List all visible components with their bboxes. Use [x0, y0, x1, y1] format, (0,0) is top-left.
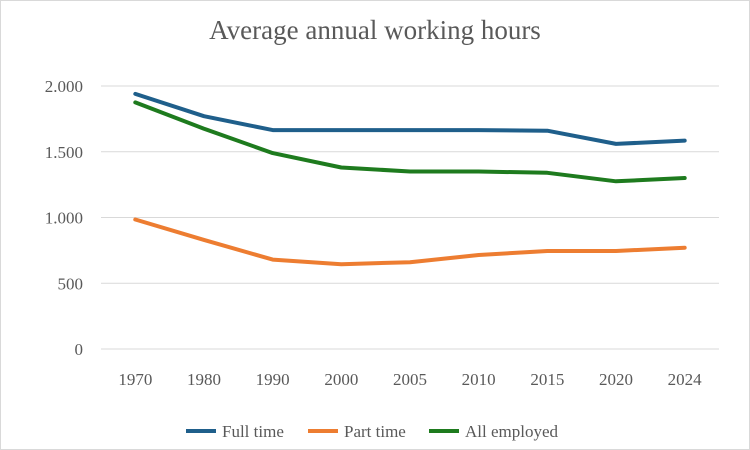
y-tick-label: 500 — [58, 274, 84, 293]
gridlines — [101, 85, 719, 350]
legend-item: All employed — [429, 422, 559, 441]
x-tick-label: 1980 — [187, 370, 221, 389]
y-tick-label: 1.000 — [45, 209, 83, 228]
x-tick-label: 2024 — [668, 370, 703, 389]
legend-item: Full time — [186, 422, 284, 441]
series-line-part-time — [133, 217, 687, 267]
x-tick-label: 2010 — [462, 370, 496, 389]
x-tick-label: 2000 — [324, 370, 358, 389]
x-tick-label: 2005 — [393, 370, 427, 389]
legend-item: Part time — [308, 422, 406, 441]
series-line-full-time — [133, 91, 687, 146]
chart-title: Average annual working hours — [209, 15, 541, 45]
y-axis-tick-labels: 0 500 1.000 1.500 2.000 — [45, 77, 83, 359]
legend: Full time Part time All employed — [186, 422, 559, 441]
y-tick-label: 2.000 — [45, 77, 83, 96]
x-tick-label: 1970 — [118, 370, 152, 389]
y-tick-label: 1.500 — [45, 143, 83, 162]
x-tick-label: 1990 — [256, 370, 290, 389]
y-tick-label: 0 — [75, 340, 84, 359]
legend-label: Part time — [344, 422, 406, 441]
legend-label: Full time — [222, 422, 284, 441]
x-tick-label: 2020 — [599, 370, 633, 389]
series-lines — [133, 91, 687, 267]
legend-label: All employed — [465, 422, 559, 441]
x-axis-tick-labels: 1970 1980 1990 2000 2005 2010 2015 2020 2024 — [118, 370, 702, 389]
x-tick-label: 2015 — [530, 370, 564, 389]
